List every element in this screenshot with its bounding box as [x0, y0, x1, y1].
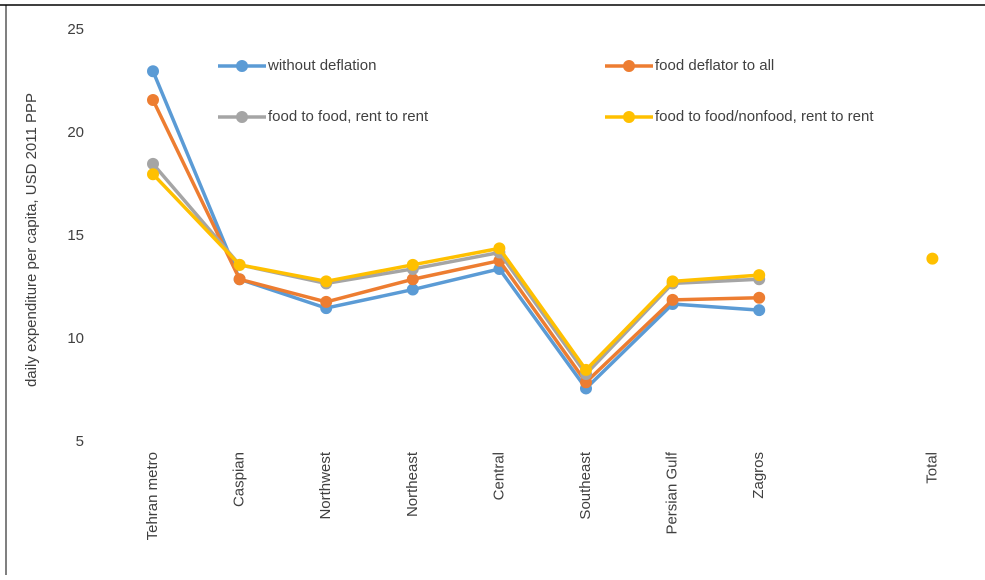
x-tick-label: Central [490, 452, 507, 500]
legend-marker [236, 111, 248, 123]
x-tick-label: Southeast [577, 451, 594, 519]
data-point [666, 275, 679, 288]
data-point [493, 242, 506, 255]
y-tick-label: 10 [67, 330, 84, 347]
y-tick-label: 20 [67, 124, 84, 141]
data-point [320, 275, 333, 288]
x-tick-label: Caspian [231, 452, 248, 507]
series-line [151, 162, 760, 376]
data-point [753, 304, 766, 317]
legend-marker [623, 60, 635, 72]
legend-marker [236, 60, 248, 72]
legend-label: food to food/nonfood, rent to rent [655, 108, 874, 125]
data-point [233, 258, 246, 271]
data-point [580, 363, 592, 376]
x-tick-label: Northeast [404, 451, 421, 517]
x-tick-label: Persian Gulf [664, 451, 681, 534]
x-tick-label: Zagros [750, 452, 767, 499]
y-tick-label: 25 [67, 21, 84, 38]
y-tick-label: 15 [67, 227, 84, 244]
series-line [151, 99, 760, 385]
data-point [926, 252, 939, 265]
x-tick-label: Total [923, 452, 940, 484]
data-point [147, 168, 159, 181]
data-point [753, 291, 766, 304]
data-point [666, 293, 679, 306]
y-tick-label: 5 [76, 433, 84, 450]
data-point [233, 273, 246, 286]
data-point [406, 273, 419, 286]
y-axis-label: daily expenditure per capita, USD 2011 P… [23, 93, 40, 387]
legend-label: food deflator to all [655, 57, 774, 74]
data-point [406, 258, 419, 271]
legend-marker [623, 111, 635, 123]
legend-label: food to food, rent to rent [268, 108, 429, 125]
data-point [147, 94, 159, 107]
data-point [580, 376, 592, 389]
x-tick-label: Tehran metro [144, 452, 161, 540]
series-line [153, 174, 932, 370]
data-point [147, 65, 159, 78]
data-point [320, 295, 333, 308]
data-point [147, 157, 159, 170]
data-point [406, 283, 419, 296]
x-tick-label: Northwest [317, 451, 334, 519]
data-point [753, 269, 766, 282]
legend-label: without deflation [267, 57, 376, 74]
